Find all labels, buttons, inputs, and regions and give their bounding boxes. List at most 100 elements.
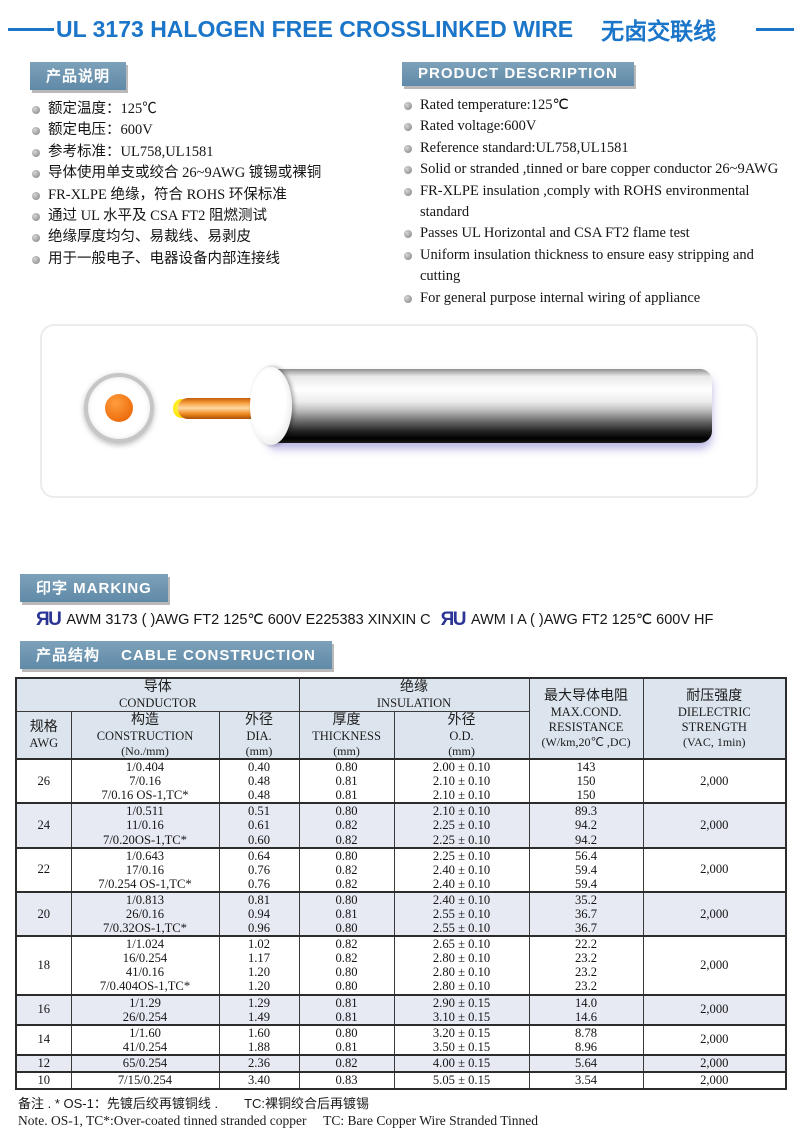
cell-dielectric: 2,000 — [642, 802, 787, 849]
header-thickness: 厚度 THICKNESS (mm) — [298, 711, 395, 760]
bullet-icon — [32, 170, 40, 179]
table-row-awg-24: 24 1/0.511 11/0.16 7/0.20OS-1,TC* 0.51 0.61 0.… — [15, 802, 787, 849]
cell-construction: 1/1.29 26/0.254 — [70, 994, 220, 1026]
cell-thickness-value: 0.80 — [335, 804, 358, 819]
bullet-icon — [404, 102, 412, 110]
cell-resistance-value: 94.2 — [575, 818, 598, 833]
desc-en-item: For general purpose internal wiring of a… — [402, 288, 786, 309]
cell-od: 3.20 ± 0.15 3.50 ± 0.15 — [393, 1024, 530, 1056]
table-row-awg-20: 20 1/0.813 26/0.16 7/0.32OS-1,TC* 0.81 0.94 0.… — [15, 891, 787, 937]
cell-thickness: 0.80 0.82 0.82 — [298, 802, 395, 849]
cell-od: 2.25 ± 0.10 2.40 ± 0.10 2.40 ± 0.10 — [393, 847, 530, 893]
cell-construction-value: 1/0.404 — [125, 760, 165, 775]
cell-construction-value: 1/0.813 — [125, 892, 165, 907]
cell-od-value: 4.00 ± 0.15 — [432, 1056, 491, 1071]
table-row-awg-22: 22 1/0.643 17/0.16 7/0.254 OS-1,TC* 0.64 0.76… — [15, 847, 787, 893]
desc-en-item-text: Rated voltage:600V — [420, 118, 537, 135]
cell-od-value: 2.65 ± 0.10 — [432, 937, 491, 952]
cell-resistance: 14.0 14.6 — [528, 994, 644, 1026]
cell-dielectric: 2,000 — [642, 935, 787, 996]
marking-text-1: AWM 3173 ( )AWG FT2 125℃ 600V E225383 XI… — [66, 611, 431, 628]
bullet-icon — [32, 106, 40, 114]
header-insulation: 绝缘 INSULATION — [298, 677, 530, 713]
cell-construction-value: 7/0.254 OS-1,TC* — [98, 876, 192, 891]
cell-resistance-value: 23.2 — [575, 979, 598, 994]
table-header-sub-row: 规格 AWG 构造 CONSTRUCTION (No./mm) 外径 DIA. … — [15, 711, 786, 760]
footnote-zh: 备注 . * OS-1：先镀后绞再镀铜线 . TC:裸铜绞合后再镀锡 — [18, 1095, 370, 1111]
cell-thickness-value: 0.80 — [335, 892, 358, 907]
desc-zh-item: 额定温度：125℃ — [30, 99, 402, 120]
cell-od-value: 2.10 ± 0.10 — [432, 774, 491, 789]
desc-zh-item: 导体使用单支或绞合 26~9AWG 镀锡或裸铜 — [30, 163, 402, 184]
cell-dia-value: 0.61 — [247, 818, 271, 833]
table-row-awg-26: 26 1/0.404 7/0.16 7/0.16 OS-1,TC* 0.40 0.48 0.… — [15, 758, 787, 804]
wire-illustration-panel — [40, 324, 758, 499]
cell-construction-value: 7/0.16 OS-1,TC* — [101, 788, 189, 803]
cell-od-value: 3.50 ± 0.15 — [432, 1039, 491, 1054]
cell-construction-value: 65/0.254 — [122, 1056, 168, 1071]
cell-dia-value: 1.17 — [247, 951, 271, 966]
bullet-icon — [32, 234, 40, 243]
cell-od-value: 2.80 ± 0.10 — [432, 965, 491, 980]
cell-thickness-value: 0.81 — [335, 788, 358, 803]
cell-thickness: 0.83 — [298, 1071, 395, 1090]
cell-dielectric: 2,000 — [642, 1054, 787, 1073]
cell-thickness-value: 0.81 — [335, 1009, 358, 1024]
cell-thickness-value: 0.81 — [335, 1039, 358, 1054]
cell-construction: 1/1.60 41/0.254 — [70, 1024, 220, 1056]
cell-dia: 3.40 — [218, 1071, 300, 1090]
cell-resistance-value: 8.78 — [575, 1025, 598, 1040]
section-header-desc-zh: 产品说明 — [30, 62, 127, 90]
cell-resistance: 89.3 94.2 94.2 — [528, 802, 644, 849]
cell-resistance-value: 94.2 — [575, 832, 598, 847]
header-insulation-en: INSULATION — [376, 696, 452, 711]
cell-resistance-value: 22.2 — [575, 937, 598, 952]
cell-construction-value: 7/0.404OS-1,TC* — [99, 979, 191, 994]
desc-en-item: Rated temperature:125℃ — [402, 95, 786, 116]
footnote-en: Note. OS-1, TC*:Over-coated tinned stran… — [18, 1112, 538, 1128]
cell-resistance-value: 150 — [576, 788, 596, 803]
cell-od-value: 2.25 ± 0.10 — [432, 818, 491, 833]
cell-construction-value: 7/0.32OS-1,TC* — [103, 921, 187, 936]
cell-awg: 14 — [15, 1024, 72, 1056]
cell-thickness-value: 0.81 — [335, 995, 358, 1010]
cell-thickness-value: 0.82 — [335, 876, 358, 891]
cell-construction: 7/15/0.254 — [70, 1071, 220, 1090]
desc-zh-item: 通过 UL 水平及 CSA FT2 阻燃测试 — [30, 206, 402, 227]
section-header-desc-en: PRODUCT DESCRIPTION — [402, 62, 634, 86]
cell-thickness-value: 0.81 — [335, 774, 358, 789]
cell-od-value: 2.25 ± 0.10 — [432, 848, 491, 863]
table-row-awg-18: 18 1/1.024 16/0.254 41/0.16 7/0.404OS-1,TC* 1… — [15, 935, 787, 996]
title-rule-right — [756, 27, 794, 31]
cell-dia-value: 0.96 — [247, 921, 271, 936]
cell-dia-value: 0.94 — [247, 907, 271, 921]
cell-dia-value: 1.20 — [247, 965, 271, 980]
header-dielectric: 耐压强度 DIELECTRIC STRENGTH (VAC, 1min) — [642, 677, 787, 760]
cell-construction-value: 26/0.16 — [125, 907, 165, 921]
header-dia: 外径 DIA. (mm) — [218, 711, 300, 760]
header-resistance: 最大导体电阻 MAX.COND. RESISTANCE (W/km,20℃ ,D… — [528, 677, 644, 760]
desc-en-item: Uniform insulation thickness to ensure e… — [402, 245, 786, 288]
cell-resistance-value: 14.6 — [575, 1009, 598, 1024]
cell-thickness: 0.80 0.81 0.81 — [298, 758, 395, 804]
cell-construction-value: 1/0.643 — [125, 848, 165, 863]
cell-dia: 0.81 0.94 0.96 — [218, 891, 300, 937]
desc-en-item-text: Uniform insulation thickness to ensure e… — [420, 246, 754, 285]
cell-construction-value: 11/0.16 — [126, 818, 164, 833]
cell-dia-value: 0.60 — [247, 832, 271, 847]
cell-construction: 1/1.024 16/0.254 41/0.16 7/0.404OS-1,TC* — [70, 935, 220, 996]
desc-zh-item-text: FR-XLPE 绝缘，符合 ROHS 环保标准 — [48, 186, 287, 203]
cell-dia-value: 1.88 — [247, 1039, 271, 1054]
cell-dia-value: 3.40 — [247, 1073, 271, 1088]
cell-awg: 12 — [15, 1054, 72, 1073]
cell-od-value: 2.40 ± 0.10 — [432, 876, 491, 891]
table-row-awg-16: 16 1/1.29 26/0.254 1.29 1.49 0.81 0.81 2.90 ± 0… — [15, 994, 787, 1026]
ul-recognized-mark-icon: ЯU — [36, 609, 62, 631]
cell-thickness: 0.80 0.82 0.82 — [298, 847, 395, 893]
desc-en-item-text: For general purpose internal wiring of a… — [420, 289, 701, 306]
cell-thickness-value: 0.82 — [335, 862, 358, 877]
cell-dia-value: 0.64 — [247, 848, 271, 863]
cell-dia-value: 1.02 — [247, 937, 271, 952]
cell-construction-value: 7/0.16 — [129, 774, 161, 789]
cell-od: 2.10 ± 0.10 2.25 ± 0.10 2.25 ± 0.10 — [393, 802, 530, 849]
